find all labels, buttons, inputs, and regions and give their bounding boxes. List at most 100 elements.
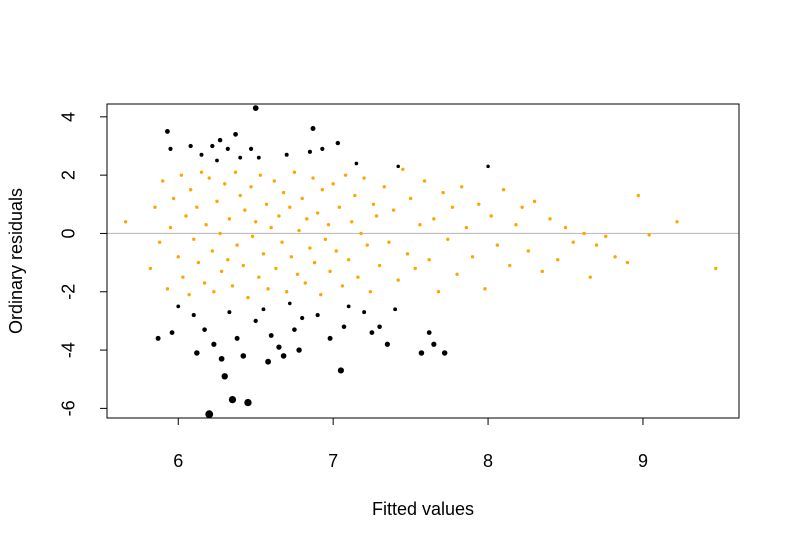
point bbox=[374, 214, 379, 218]
point bbox=[382, 185, 386, 189]
point bbox=[450, 205, 455, 209]
point bbox=[223, 182, 227, 186]
point bbox=[384, 341, 390, 347]
point bbox=[588, 275, 592, 279]
point bbox=[320, 146, 325, 151]
point bbox=[281, 190, 286, 195]
point bbox=[714, 266, 718, 271]
point bbox=[269, 225, 273, 230]
point bbox=[396, 164, 400, 169]
y-tick-label: -2 bbox=[59, 284, 79, 300]
point bbox=[176, 255, 180, 259]
point bbox=[647, 233, 651, 237]
point bbox=[455, 272, 459, 276]
point bbox=[464, 225, 469, 230]
point bbox=[320, 188, 325, 192]
point bbox=[343, 173, 348, 177]
point bbox=[226, 257, 230, 262]
point bbox=[123, 220, 128, 224]
point bbox=[217, 137, 223, 143]
point bbox=[225, 146, 230, 151]
point bbox=[441, 190, 445, 195]
point bbox=[250, 234, 255, 239]
point bbox=[238, 193, 242, 198]
point bbox=[243, 208, 247, 212]
point bbox=[470, 255, 475, 259]
point bbox=[331, 182, 335, 186]
point bbox=[168, 225, 173, 230]
point bbox=[221, 373, 228, 380]
point bbox=[280, 240, 284, 244]
point bbox=[341, 324, 347, 330]
point bbox=[582, 231, 586, 236]
point bbox=[422, 179, 427, 183]
point bbox=[210, 143, 215, 149]
point bbox=[240, 353, 247, 359]
point bbox=[346, 257, 351, 262]
point bbox=[192, 237, 196, 241]
point bbox=[296, 347, 302, 353]
y-tick-label: 4 bbox=[59, 112, 79, 122]
point bbox=[165, 287, 170, 291]
point bbox=[202, 327, 207, 332]
point bbox=[514, 223, 518, 227]
point bbox=[387, 240, 391, 244]
point bbox=[241, 263, 246, 268]
point bbox=[254, 220, 258, 224]
point bbox=[359, 231, 363, 236]
x-tick-label: 6 bbox=[173, 451, 183, 471]
point bbox=[188, 188, 193, 192]
point bbox=[233, 170, 238, 174]
point bbox=[199, 170, 204, 174]
point bbox=[446, 237, 450, 241]
point bbox=[418, 350, 425, 356]
point bbox=[235, 243, 239, 247]
point bbox=[211, 341, 217, 347]
point bbox=[308, 246, 312, 250]
point bbox=[194, 350, 200, 356]
point bbox=[261, 307, 266, 312]
point bbox=[277, 214, 281, 218]
y-tick-label: -6 bbox=[59, 400, 79, 416]
point bbox=[188, 143, 193, 149]
point bbox=[477, 202, 481, 206]
point bbox=[526, 249, 531, 253]
point bbox=[391, 208, 396, 212]
point bbox=[258, 173, 263, 177]
point bbox=[265, 358, 272, 365]
point bbox=[204, 223, 208, 227]
point bbox=[636, 193, 641, 198]
point bbox=[393, 307, 398, 312]
point bbox=[508, 263, 512, 268]
point bbox=[280, 353, 287, 359]
point bbox=[335, 140, 341, 146]
point bbox=[460, 185, 464, 189]
point bbox=[233, 131, 238, 137]
point bbox=[625, 260, 630, 265]
point bbox=[310, 126, 316, 131]
point bbox=[326, 223, 331, 227]
y-tick-label: 0 bbox=[59, 228, 79, 238]
point bbox=[268, 333, 274, 338]
point bbox=[501, 188, 506, 192]
point bbox=[274, 266, 278, 271]
point bbox=[179, 173, 184, 177]
point bbox=[556, 257, 560, 262]
point bbox=[171, 196, 176, 201]
point bbox=[161, 179, 165, 183]
point bbox=[413, 266, 417, 271]
point bbox=[295, 272, 300, 276]
point bbox=[196, 260, 201, 265]
point bbox=[164, 128, 170, 134]
point bbox=[571, 240, 575, 244]
point bbox=[604, 234, 608, 239]
point bbox=[427, 257, 431, 262]
point bbox=[287, 301, 292, 306]
point bbox=[261, 252, 266, 256]
point bbox=[244, 398, 252, 407]
point bbox=[563, 225, 568, 230]
point bbox=[292, 327, 297, 332]
point bbox=[284, 152, 289, 157]
point bbox=[212, 290, 216, 294]
